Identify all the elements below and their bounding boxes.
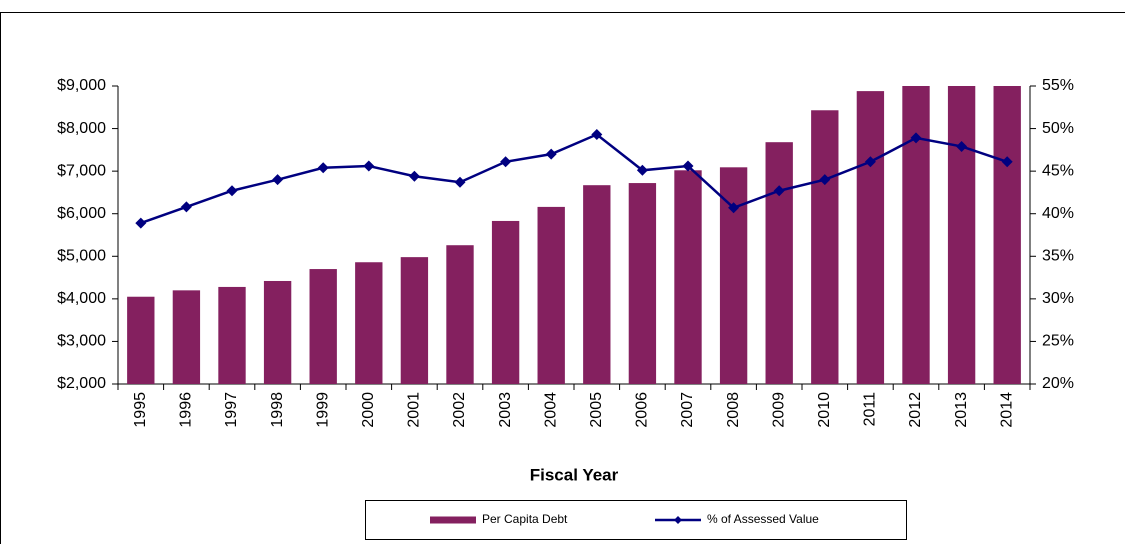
marker [819, 174, 831, 186]
x-tick-label: 1998 [269, 392, 286, 428]
marker [728, 202, 740, 214]
bar [309, 269, 337, 384]
x-tick-label: 1999 [314, 392, 331, 428]
bar [400, 257, 429, 384]
y2-tick-label: 50% [1042, 120, 1074, 137]
bar [355, 262, 383, 384]
x-tick-label: 1997 [223, 392, 240, 428]
bar [537, 206, 565, 384]
x-tick-label: 2007 [679, 392, 696, 428]
x-axis-title: Fiscal Year [530, 465, 619, 484]
y-tick-label: $2,000 [57, 375, 106, 392]
x-tick-label: 2010 [816, 392, 833, 428]
legend-swatch [430, 516, 476, 524]
bar [263, 280, 292, 384]
marker [910, 132, 922, 144]
y-tick-label: $6,000 [57, 205, 106, 222]
y-tick-label: $7,000 [57, 162, 106, 179]
x-tick-label: 2000 [360, 392, 377, 428]
legend-label: Per Capita Debt [482, 512, 568, 526]
marker [135, 217, 147, 229]
x-tick-label: 2006 [634, 392, 651, 428]
x-tick-label: 2003 [497, 392, 514, 428]
y-tick-label: $5,000 [57, 248, 106, 265]
bar [172, 290, 201, 384]
x-tick-label: 2013 [953, 392, 970, 428]
bar [856, 91, 885, 384]
x-tick-label: 2002 [451, 392, 468, 428]
bar [947, 86, 976, 384]
bar [628, 183, 657, 384]
bar [674, 170, 702, 384]
marker [180, 201, 192, 213]
marker [363, 160, 375, 172]
marker [636, 164, 648, 176]
x-tick-label: 2009 [770, 392, 787, 428]
x-tick-label: 2001 [406, 392, 423, 428]
x-tick-label: 2008 [725, 392, 742, 428]
y2-tick-label: 20% [1042, 375, 1074, 392]
y2-tick-label: 35% [1042, 248, 1074, 265]
bar [446, 245, 474, 384]
y-tick-label: $4,000 [57, 290, 106, 307]
bar [218, 286, 246, 384]
bar [811, 110, 839, 384]
bar [491, 220, 520, 384]
x-tick-label: 2005 [588, 392, 605, 428]
line [140, 133, 1008, 225]
y2-tick-label: 40% [1042, 205, 1074, 222]
bar [583, 185, 611, 384]
marker [864, 156, 876, 168]
marker [682, 160, 694, 172]
marker [454, 176, 466, 188]
marker [408, 170, 420, 182]
x-tick-label: 2011 [862, 392, 879, 427]
y2-tick-label: 30% [1042, 290, 1074, 307]
bar [902, 86, 930, 384]
marker [956, 140, 968, 152]
y2-tick-label: 45% [1042, 162, 1074, 179]
y-tick-label: $8,000 [57, 120, 106, 137]
x-tick-label: 1995 [132, 392, 149, 428]
x-tick-label: 2012 [907, 392, 924, 428]
legend-marker [674, 516, 682, 524]
y-tick-label: $3,000 [57, 333, 106, 350]
x-tick-label: 1996 [178, 392, 195, 428]
y2-tick-label: 25% [1042, 333, 1074, 350]
marker [226, 185, 238, 197]
marker [317, 162, 329, 174]
y2-tick-label: 55% [1042, 77, 1074, 94]
legend-label: % of Assessed Value [707, 512, 819, 526]
marker [500, 156, 512, 168]
marker [591, 129, 603, 141]
marker [545, 148, 557, 160]
marker [1001, 156, 1013, 168]
bar [127, 296, 155, 384]
bar [993, 86, 1021, 384]
marker [773, 185, 785, 197]
y-tick-label: $9,000 [57, 77, 106, 94]
x-tick-label: 2004 [542, 392, 559, 428]
marker [272, 174, 284, 186]
bar [765, 142, 793, 384]
x-tick-label: 2014 [998, 392, 1015, 428]
